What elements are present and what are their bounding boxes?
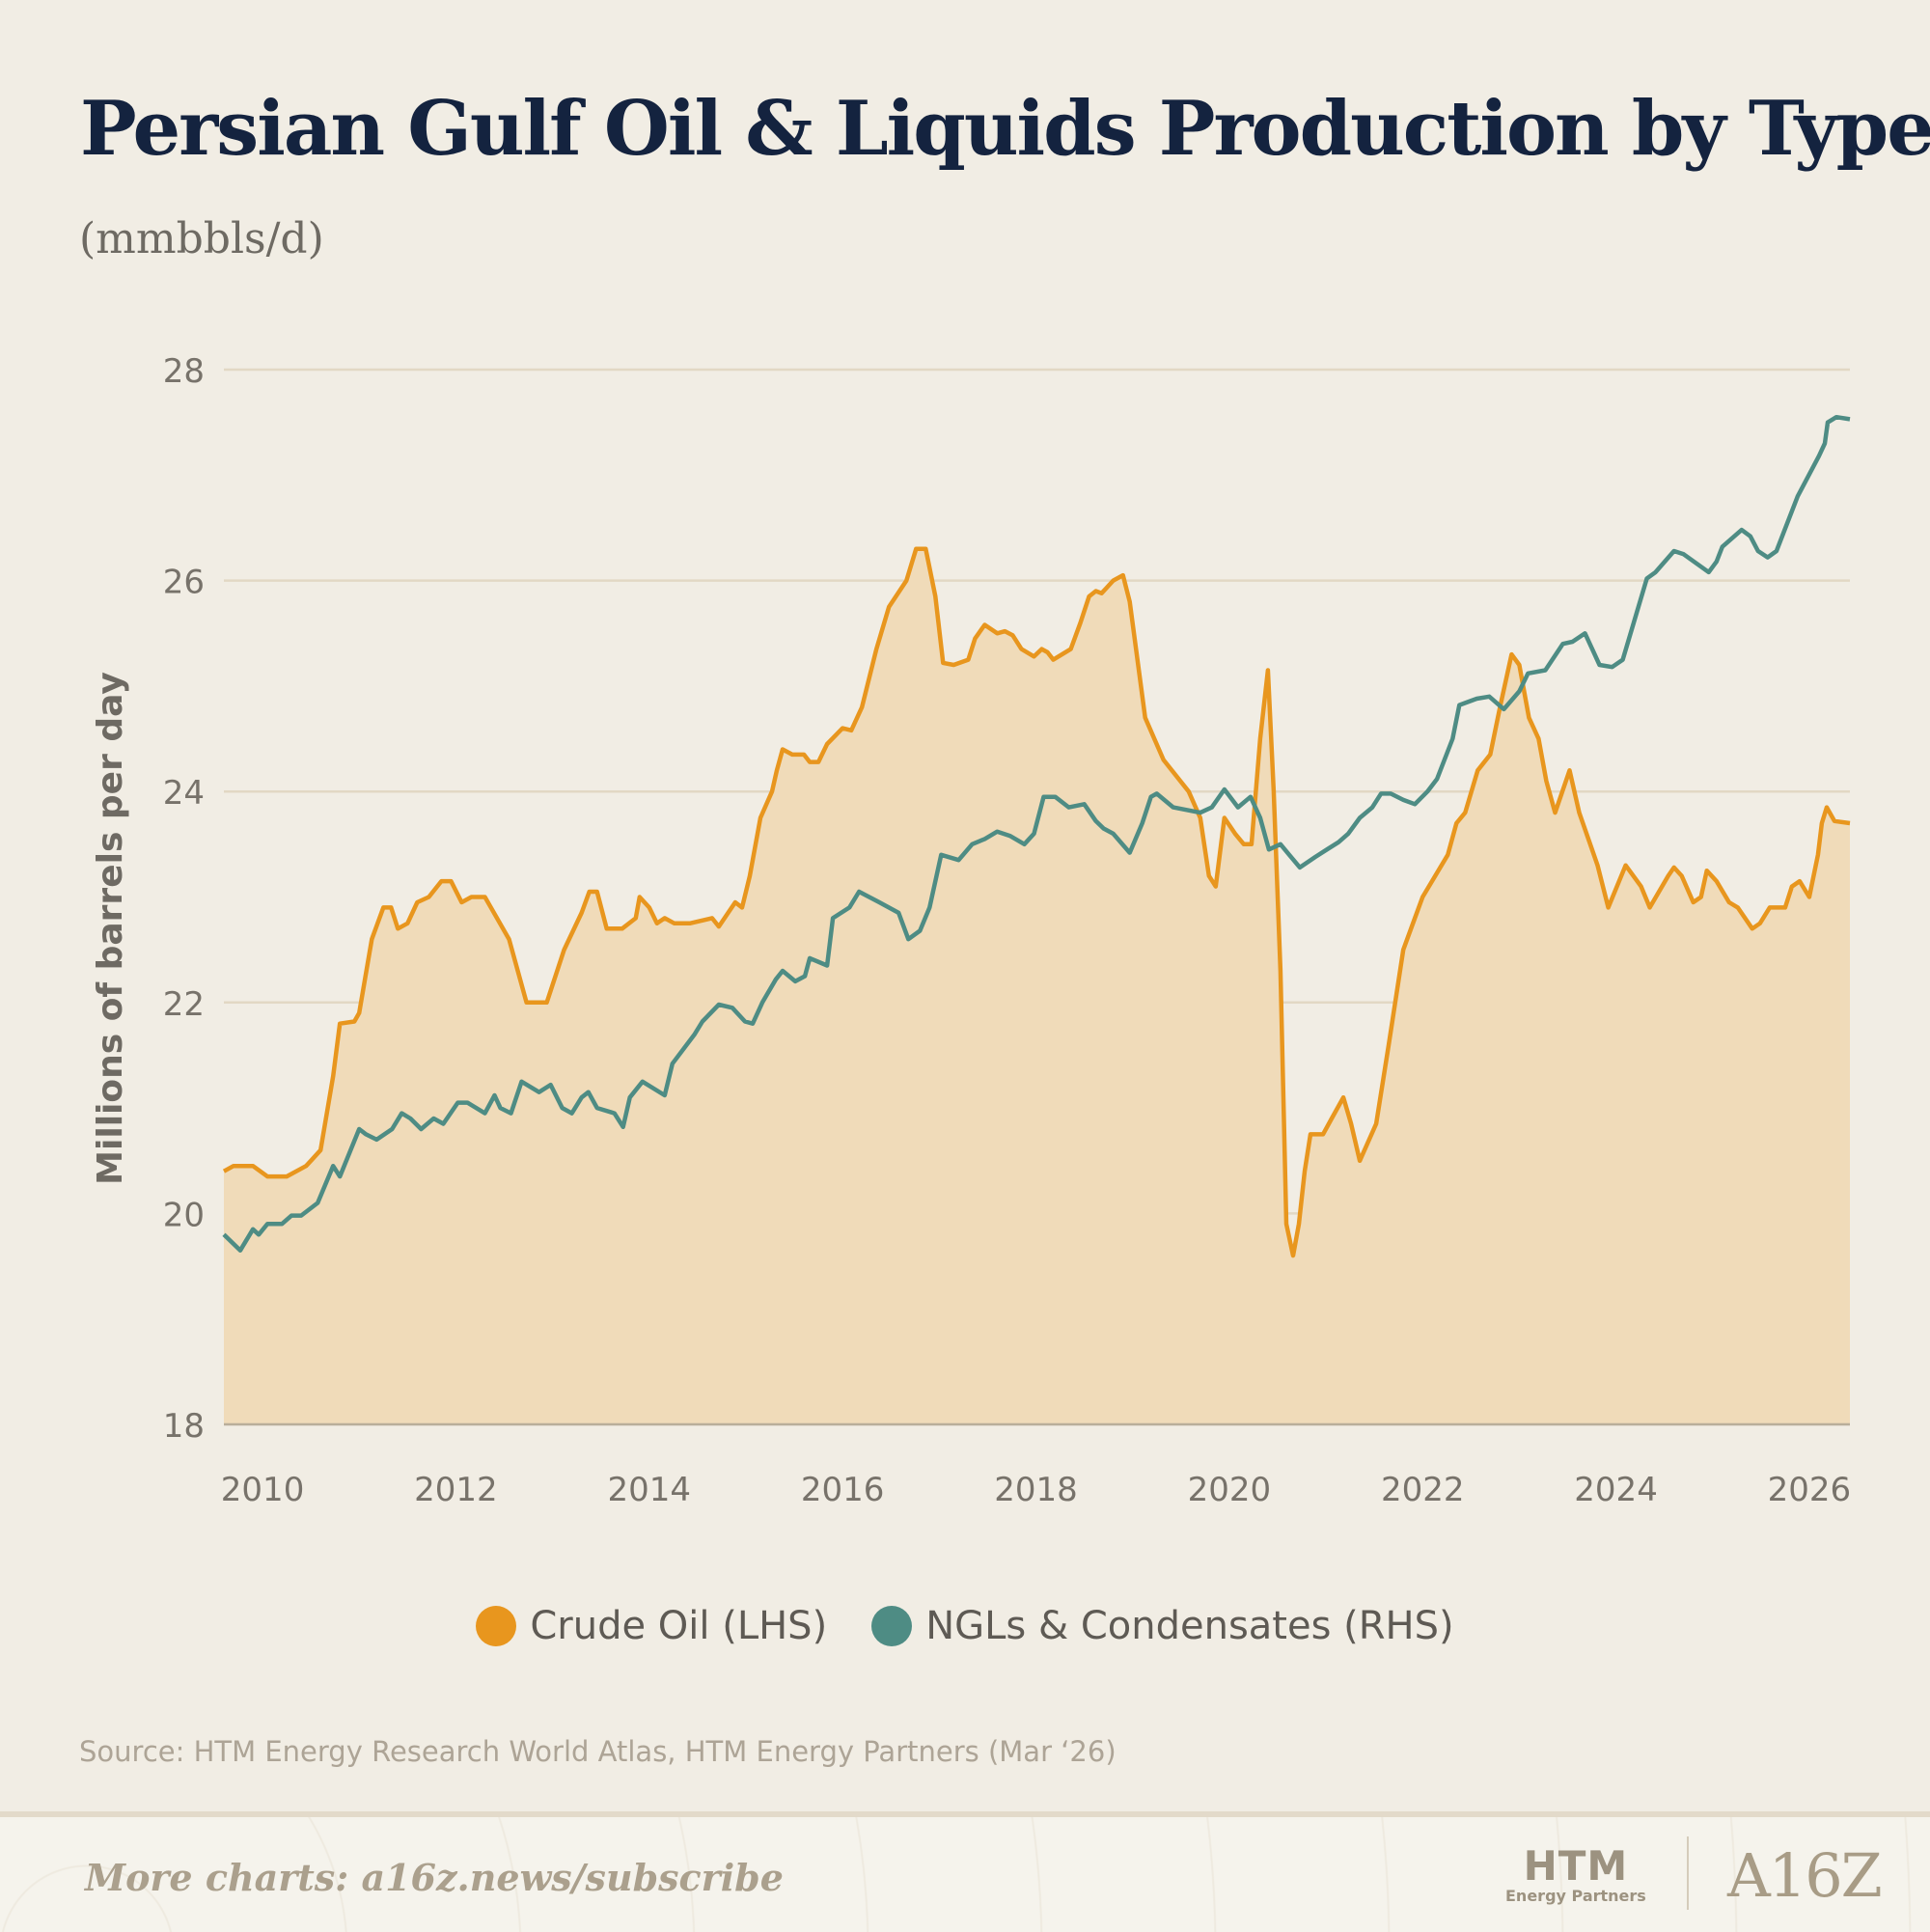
- htm-logo-text: HTM: [1523, 1842, 1629, 1890]
- x-tick-label: 2014: [608, 1471, 692, 1509]
- legend-label-ngl: NGLs & Condensates (RHS): [925, 1604, 1454, 1648]
- y-tick-label: 20: [163, 1196, 205, 1234]
- legend-swatch-ngl: [871, 1606, 913, 1646]
- x-tick-label: 2012: [414, 1471, 498, 1509]
- source-note: Source: HTM Energy Research World Atlas,…: [79, 1735, 1117, 1768]
- y-tick-label: 24: [163, 774, 205, 813]
- htm-logo-subtext: Energy Partners: [1505, 1887, 1646, 1905]
- legend-label-crude: Crude Oil (LHS): [530, 1604, 828, 1648]
- x-tick-label: 2016: [801, 1471, 885, 1509]
- x-tick-label: 2020: [1188, 1471, 1272, 1509]
- x-tick-label: 2018: [994, 1471, 1078, 1509]
- legend-swatch-crude: [476, 1606, 517, 1646]
- y-tick-label: 18: [163, 1407, 205, 1446]
- footer: More charts: a16z.news/subscribe HTM Ene…: [0, 1811, 1930, 1932]
- a16z-logo: A16Z: [1727, 1840, 1883, 1911]
- area-crude: [224, 548, 1850, 1424]
- y-tick-label: 28: [163, 352, 205, 391]
- x-tick-label: 2022: [1381, 1471, 1465, 1509]
- series-line-ngl: [222, 414, 1851, 1253]
- x-tick-label: 2026: [1768, 1471, 1852, 1509]
- series-line-crude: [222, 546, 1851, 1258]
- y-axis-label: Millions of barrels per day: [91, 672, 130, 1185]
- y-tick-label: 26: [163, 564, 205, 602]
- legend-item-ngl: NGLs & Condensates (RHS): [871, 1604, 1454, 1648]
- chart-subtitle: (mmbbls/d): [79, 214, 324, 263]
- chart-title: Persian Gulf Oil & Liquids Production by…: [80, 85, 1930, 173]
- x-tick-label: 2010: [221, 1471, 305, 1509]
- subscribe-link[interactable]: More charts: a16z.news/subscribe: [85, 1856, 784, 1899]
- x-tick-label: 2024: [1574, 1471, 1658, 1509]
- lines-layer: [222, 414, 1851, 1258]
- legend-item-crude: Crude Oil (LHS): [476, 1604, 827, 1648]
- legend: Crude Oil (LHS) NGLs & Condensates (RHS): [0, 1604, 1930, 1648]
- htm-logo: HTM Energy Partners: [1505, 1842, 1646, 1906]
- area-layer: [224, 548, 1850, 1424]
- y-tick-label: 22: [163, 985, 205, 1024]
- logo-divider: [1687, 1836, 1689, 1910]
